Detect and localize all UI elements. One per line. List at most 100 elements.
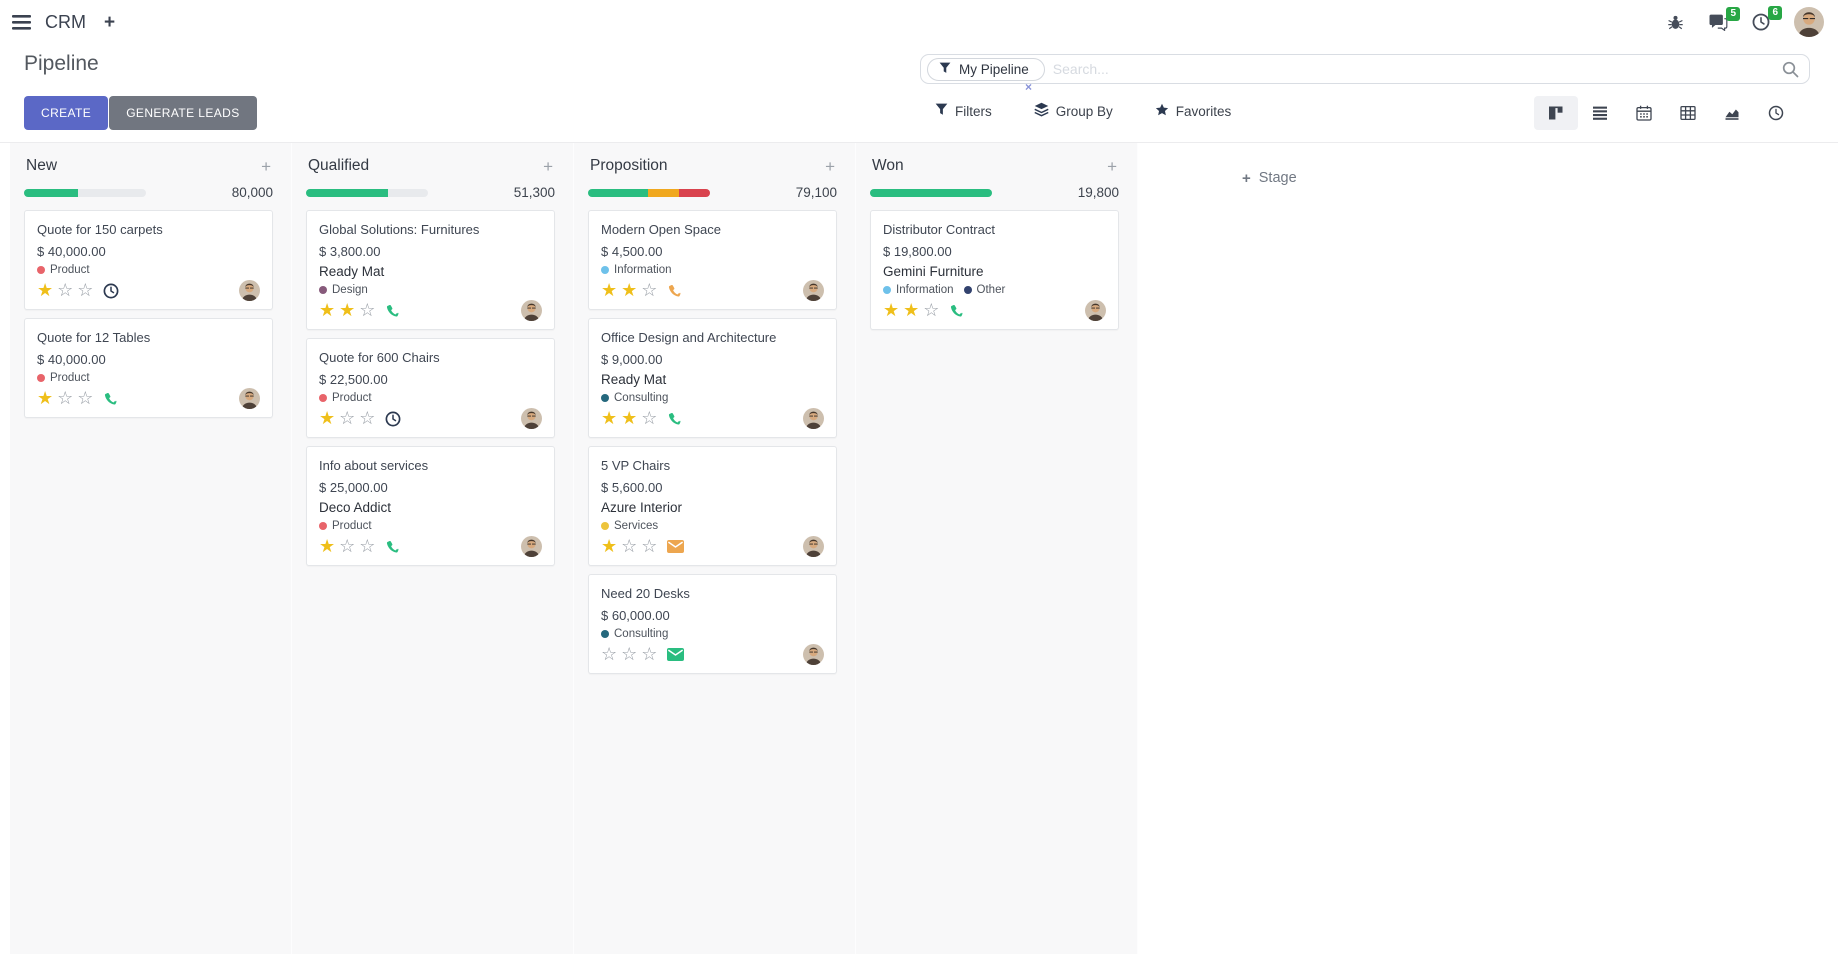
kanban-view-icon[interactable]: [1534, 96, 1578, 130]
create-button[interactable]: CREATE: [24, 96, 109, 130]
phone-icon[interactable]: [667, 283, 683, 299]
priority-star-filled-icon[interactable]: ★: [903, 299, 920, 321]
priority-star-empty-icon[interactable]: ☆: [57, 279, 74, 301]
graph-view-icon[interactable]: [1710, 96, 1754, 130]
salesperson-avatar[interactable]: [803, 408, 824, 429]
progress-bar[interactable]: [870, 188, 992, 197]
priority-star-filled-icon[interactable]: ★: [601, 535, 618, 557]
priority-star-filled-icon[interactable]: ★: [319, 299, 336, 321]
quick-create-icon[interactable]: +: [1107, 156, 1117, 176]
priority-star-filled-icon[interactable]: ★: [601, 407, 618, 429]
salesperson-avatar[interactable]: [803, 280, 824, 301]
phone-icon[interactable]: [385, 303, 401, 319]
progress-bar[interactable]: [588, 188, 710, 197]
kanban-card[interactable]: Quote for 600 Chairs $ 22,500.00 Product ★ ☆…: [306, 338, 555, 438]
progress-bar[interactable]: [24, 188, 146, 197]
kanban-card[interactable]: Quote for 150 carpets $ 40,000.00 Product ★…: [24, 210, 273, 310]
list-view-icon[interactable]: [1578, 96, 1622, 130]
priority-star-empty-icon[interactable]: ☆: [641, 279, 658, 301]
add-stage-button[interactable]: + Stage: [1242, 170, 1297, 186]
user-avatar[interactable]: [1794, 7, 1824, 37]
phone-icon[interactable]: [949, 303, 965, 319]
kanban-card[interactable]: Modern Open Space $ 4,500.00 Information ★ ★…: [588, 210, 837, 310]
salesperson-avatar[interactable]: [521, 300, 542, 321]
pivot-view-icon[interactable]: [1666, 96, 1710, 130]
salesperson-avatar[interactable]: [803, 644, 824, 665]
priority-star-filled-icon[interactable]: ★: [621, 407, 638, 429]
phone-icon[interactable]: [385, 539, 401, 555]
kanban-card[interactable]: Info about services $ 25,000.00 Deco Addic…: [306, 446, 555, 566]
salesperson-avatar[interactable]: [521, 536, 542, 557]
priority-star-filled-icon[interactable]: ★: [601, 279, 618, 301]
kanban-column-header: New +: [24, 143, 273, 185]
view-switcher: [1534, 96, 1798, 130]
priority-star-empty-icon[interactable]: ☆: [359, 299, 376, 321]
activities-icon[interactable]: 6: [1752, 6, 1782, 31]
kanban-card[interactable]: Quote for 12 Tables $ 40,000.00 Product ★ ☆ ☆: [24, 318, 273, 418]
filters-label: Filters: [955, 103, 992, 119]
progress-bar[interactable]: [306, 188, 428, 197]
kanban-column: Proposition +79,100 Modern Open Space $ 4,5…: [574, 143, 856, 954]
kanban-card[interactable]: Office Design and Architecture $ 9,000.00…: [588, 318, 837, 438]
calendar-view-icon[interactable]: [1622, 96, 1666, 130]
salesperson-avatar[interactable]: [521, 408, 542, 429]
priority-star-filled-icon[interactable]: ★: [621, 279, 638, 301]
priority-star-empty-icon[interactable]: ☆: [359, 535, 376, 557]
priority-star-empty-icon[interactable]: ☆: [641, 407, 658, 429]
priority-star-empty-icon[interactable]: ☆: [359, 407, 376, 429]
favorites-menu-button[interactable]: Favorites: [1155, 102, 1231, 120]
salesperson-avatar[interactable]: [239, 280, 260, 301]
group-by-menu-button[interactable]: Group By: [1034, 102, 1113, 120]
search-facet[interactable]: My Pipeline: [927, 57, 1045, 81]
priority-star-empty-icon[interactable]: ☆: [77, 279, 94, 301]
kanban-card[interactable]: 5 VP Chairs $ 5,600.00 Azure Interior Servi…: [588, 446, 837, 566]
priority-star-filled-icon[interactable]: ★: [37, 279, 54, 301]
priority-star-empty-icon[interactable]: ☆: [641, 643, 658, 665]
search-input[interactable]: [1052, 61, 1782, 77]
priority-star-empty-icon[interactable]: ☆: [641, 535, 658, 557]
card-partner: Deco Addict: [319, 500, 392, 515]
tag-color-dot: [601, 394, 609, 402]
priority-star-empty-icon[interactable]: ☆: [601, 643, 618, 665]
kanban-card[interactable]: Global Solutions: Furnitures $ 3,800.00 Re…: [306, 210, 555, 330]
priority-star-filled-icon[interactable]: ★: [319, 407, 336, 429]
priority-star-empty-icon[interactable]: ☆: [339, 407, 356, 429]
remove-facet-button[interactable]: ×: [1025, 80, 1033, 94]
bug-icon[interactable]: [1667, 14, 1684, 31]
phone-icon[interactable]: [103, 391, 119, 407]
quick-create-icon[interactable]: +: [543, 156, 553, 176]
priority-star-empty-icon[interactable]: ☆: [621, 535, 638, 557]
add-icon[interactable]: +: [104, 11, 116, 33]
salesperson-avatar[interactable]: [239, 388, 260, 409]
salesperson-avatar[interactable]: [1085, 300, 1106, 321]
priority-star-filled-icon[interactable]: ★: [319, 535, 336, 557]
priority-star-empty-icon[interactable]: ☆: [621, 643, 638, 665]
priority-star-empty-icon[interactable]: ☆: [923, 299, 940, 321]
quick-create-icon[interactable]: +: [261, 156, 271, 176]
messages-icon[interactable]: 5: [1708, 6, 1740, 31]
card-expected-revenue: $ 60,000.00: [601, 608, 670, 623]
priority-star-filled-icon[interactable]: ★: [883, 299, 900, 321]
kanban-card[interactable]: Distributor Contract $ 19,800.00 Gemini Fu…: [870, 210, 1119, 330]
generate-leads-button[interactable]: GENERATE LEADS: [109, 96, 257, 130]
email-icon[interactable]: [667, 648, 685, 661]
clock-icon[interactable]: [103, 283, 119, 299]
filters-menu-button[interactable]: Filters: [935, 102, 992, 120]
priority-star-empty-icon[interactable]: ☆: [77, 387, 94, 409]
priority-star-filled-icon[interactable]: ★: [339, 299, 356, 321]
priority-star-empty-icon[interactable]: ☆: [57, 387, 74, 409]
kanban-card[interactable]: Need 20 Desks $ 60,000.00 Consulting ☆ ☆ ☆: [588, 574, 837, 674]
salesperson-avatar[interactable]: [803, 536, 824, 557]
card-tag: Product: [37, 264, 90, 276]
quick-create-icon[interactable]: +: [825, 156, 835, 176]
card-footer: ★ ☆ ☆: [37, 388, 260, 409]
priority-star-empty-icon[interactable]: ☆: [339, 535, 356, 557]
priority-star-filled-icon[interactable]: ★: [37, 387, 54, 409]
phone-icon[interactable]: [667, 411, 683, 427]
activity-view-icon[interactable]: [1754, 96, 1798, 130]
search-bar[interactable]: My Pipeline ×: [920, 54, 1810, 93]
app-menu-button[interactable]: CRM: [45, 11, 86, 32]
clock-icon[interactable]: [385, 411, 401, 427]
email-icon[interactable]: [667, 540, 685, 553]
menu-icon[interactable]: [12, 14, 31, 30]
